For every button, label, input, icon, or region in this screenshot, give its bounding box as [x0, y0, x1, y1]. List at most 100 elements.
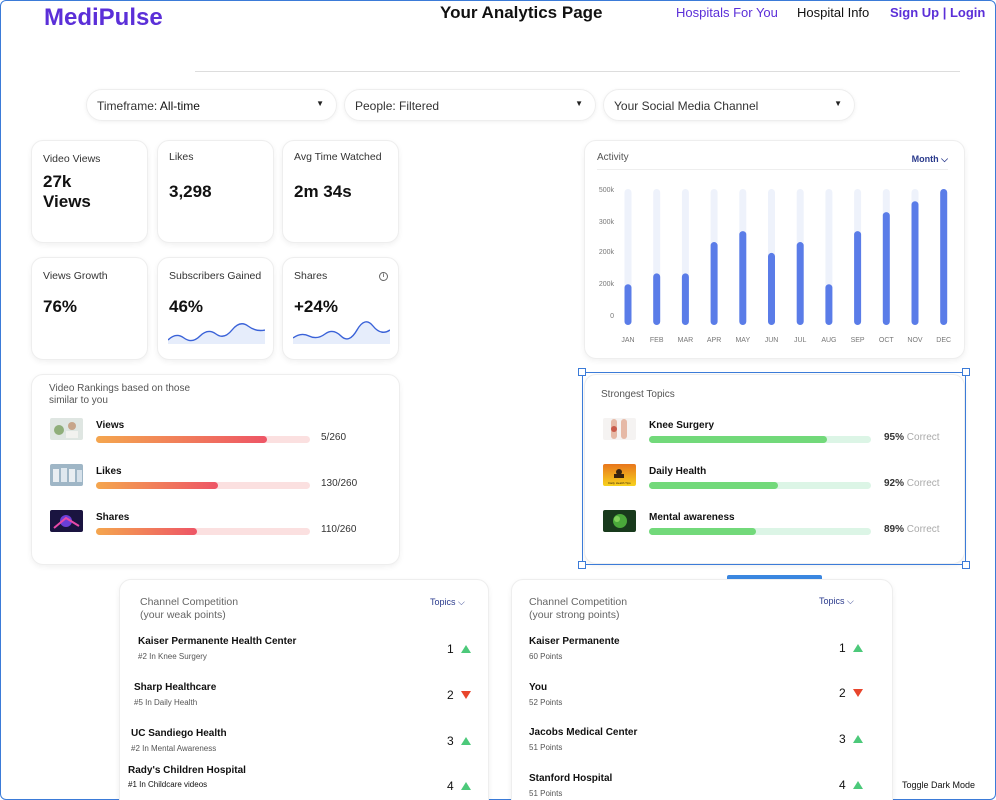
stat-label: Shares [294, 270, 328, 282]
competitor-rank: 1 [447, 642, 454, 656]
bar-aug[interactable] [825, 284, 833, 325]
competitor-name: Stanford Hospital [529, 773, 613, 784]
stat-card-video-views[interactable]: Video Views 27k Views [31, 140, 148, 243]
channel-dropdown[interactable]: Your Social Media Channel ▼ [603, 89, 855, 121]
ranking-value: 5/260 [321, 432, 347, 443]
bar-dec[interactable] [940, 189, 948, 325]
people-dropdown[interactable]: People: Filtered ▼ [344, 89, 596, 121]
chevron-down-icon: ⌵ [941, 154, 948, 164]
knee-surgery-thumbnail-image [603, 418, 636, 440]
x-tick-label: MAY [735, 337, 750, 344]
competitor-subtext: 51 Points [529, 789, 563, 798]
competition-weak-card: Channel Competition (your weak points) T… [119, 579, 489, 800]
stat-card-shares[interactable]: Shares i +24% [282, 257, 399, 360]
ranking-row-likes[interactable]: Likes 130/260 [50, 464, 390, 494]
chevron-down-icon: ▼ [575, 99, 583, 108]
competitor-row[interactable]: Stanford Hospital 51 Points [529, 773, 612, 798]
timeframe-dropdown[interactable]: Timeframe: All-time ▼ [86, 89, 337, 121]
topic-progress-track [649, 482, 871, 489]
video-rankings-card: Video Rankings based on those similar to… [31, 374, 400, 565]
logo[interactable]: MediPulse [44, 4, 163, 31]
topics-selector-label: Topics [430, 597, 456, 607]
sparkline-chart [293, 321, 390, 344]
topic-row-knee-surgery[interactable]: Knee Surgery 95% Correct [603, 418, 963, 448]
month-selector[interactable]: Month ⌵ [912, 154, 948, 165]
bar-apr[interactable] [710, 242, 718, 325]
competitor-name: Sharp Healthcare [134, 682, 217, 693]
stat-value: 46% [169, 297, 204, 316]
stat-card-avg-time[interactable]: Avg Time Watched 2m 34s [282, 140, 399, 243]
trend-up-icon [461, 737, 471, 745]
y-tick-label: 500k [599, 187, 615, 194]
resize-handle-top-right[interactable] [962, 368, 970, 376]
competitor-name: Jacobs Medical Center [529, 727, 638, 738]
trend-up-icon [461, 645, 471, 653]
bar-feb[interactable] [653, 273, 661, 325]
competitor-row[interactable]: Sharp Healthcare #5 In Daily Health [134, 682, 216, 707]
bar-jul[interactable] [796, 242, 804, 325]
selection-box[interactable] [578, 368, 970, 569]
topic-label: Mental awareness [649, 512, 735, 523]
bar-may[interactable] [739, 231, 747, 325]
stat-label: Likes [169, 151, 194, 163]
stat-value: 2m 34s [294, 182, 352, 201]
topics-selector-label: Topics [819, 596, 845, 606]
nav-hospital-info[interactable]: Hospital Info [797, 5, 870, 20]
competitor-rank: 1 [839, 641, 846, 655]
trend-up-icon [853, 781, 863, 789]
competitor-row[interactable]: You 52 Points [529, 682, 562, 707]
stat-value-unit: Views [43, 192, 91, 211]
competitor-subtext: #5 In Daily Health [134, 698, 198, 707]
topic-percent: 89% [884, 524, 905, 535]
sparkline-chart [168, 323, 265, 344]
bar-jun[interactable] [768, 252, 775, 325]
stat-card-subscribers[interactable]: Subscribers Gained 46% [157, 257, 274, 360]
bar-oct[interactable] [882, 212, 890, 325]
bar-mar[interactable] [681, 273, 689, 325]
stat-card-likes[interactable]: Likes 3,298 [157, 140, 274, 243]
ranking-progress-track [96, 436, 310, 443]
topic-score: 92% Correct [884, 478, 940, 489]
x-tick-label: AUG [821, 337, 836, 344]
nav-sign-up-login[interactable]: Sign Up | Login [890, 5, 986, 20]
bar-sep[interactable] [854, 231, 862, 325]
competitor-row[interactable]: Kaiser Permanente 60 Points [529, 636, 620, 661]
ranking-label: Views [96, 420, 125, 431]
info-icon[interactable]: i [379, 272, 388, 281]
ranking-progress-fill [96, 482, 218, 489]
dark-mode-toggle[interactable]: Toggle Dark Mode [902, 780, 976, 790]
topics-selector[interactable]: Topics ⌵ [819, 596, 854, 607]
topic-percent: 95% [884, 432, 905, 443]
bar-nov[interactable] [911, 201, 919, 325]
stat-card-views-growth[interactable]: Views Growth 76% [31, 257, 148, 360]
ranking-row-views[interactable]: Views 5/260 [50, 418, 390, 448]
x-tick-label: NOV [907, 337, 923, 344]
competitor-subtext: 52 Points [529, 698, 563, 707]
strongest-topics-card: Strongest Topics Knee Surgery 95% Correc… [584, 374, 965, 564]
month-selector-label: Month [911, 154, 939, 164]
competitor-subtext: 51 Points [529, 743, 563, 752]
ranking-value: 130/260 [321, 478, 358, 489]
bar-jan[interactable] [624, 284, 632, 325]
competitor-row[interactable]: Kaiser Permanente Health Center #2 In Kne… [138, 636, 296, 661]
competitor-row[interactable]: Rady's Children Hospital #1 In Childcare … [128, 765, 246, 789]
topic-row-daily-health[interactable]: Daily Health Tips Daily Health 92% Corre… [603, 464, 963, 494]
shares-thumbnail-image [50, 510, 83, 532]
topic-progress-fill [649, 482, 778, 489]
competitor-row[interactable]: Jacobs Medical Center 51 Points [529, 727, 637, 752]
resize-handle-top-left[interactable] [578, 368, 586, 376]
ranking-row-shares[interactable]: Shares 110/260 [50, 510, 390, 540]
ranking-label: Likes [96, 466, 122, 477]
competition-title-line: Channel Competition [140, 596, 239, 608]
nav-hospitals-for-you[interactable]: Hospitals For You [676, 5, 778, 20]
competitor-subtext: #1 In Childcare videos [128, 780, 208, 789]
competitor-subtext: 60 Points [529, 652, 563, 661]
competitor-name: UC Sandiego Health [131, 728, 227, 739]
stat-value: +24% [294, 297, 338, 316]
topics-selector[interactable]: Topics ⌵ [430, 597, 465, 608]
competitor-row[interactable]: UC Sandiego Health #2 In Mental Awareness [131, 728, 227, 753]
resize-handle-bottom-right[interactable] [962, 561, 970, 569]
topic-row-mental-awareness[interactable]: Mental awareness 89% Correct [603, 510, 963, 540]
y-tick-label: 300k [599, 219, 615, 226]
resize-handle-bottom-left[interactable] [578, 561, 586, 569]
